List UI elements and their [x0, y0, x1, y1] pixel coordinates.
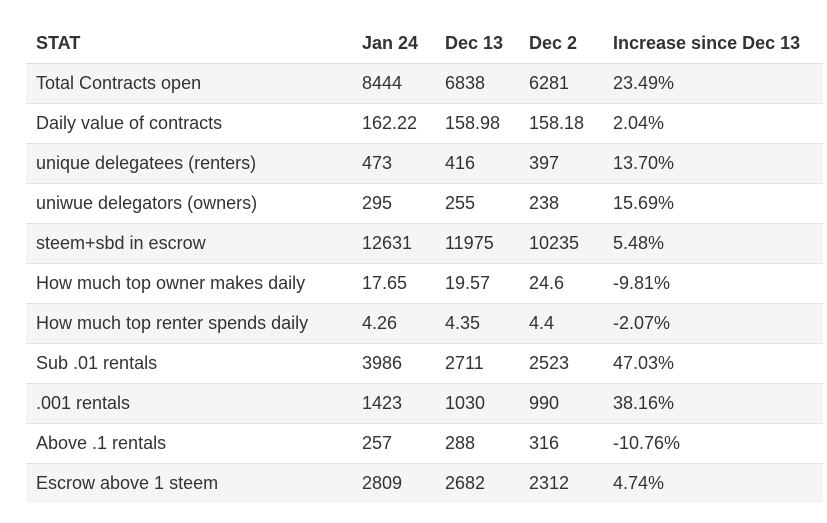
- table-header: STAT Jan 24 Dec 13 Dec 2 Increase since …: [26, 24, 823, 64]
- header-dec-2: Dec 2: [519, 24, 603, 64]
- cell-dec-2: 397: [519, 143, 603, 184]
- cell-increase: -10.76%: [603, 423, 823, 464]
- cell-dec-2: 2523: [519, 343, 603, 384]
- cell-jan-24: 8444: [352, 63, 435, 104]
- header-stat: STAT: [26, 24, 352, 64]
- cell-jan-24: 257: [352, 423, 435, 464]
- cell-dec-2: 6281: [519, 63, 603, 104]
- cell-dec-13: 19.57: [435, 263, 519, 304]
- header-row: STAT Jan 24 Dec 13 Dec 2 Increase since …: [26, 24, 823, 64]
- table-row: How much top renter spends daily 4.26 4.…: [26, 303, 823, 344]
- cell-stat: How much top renter spends daily: [26, 303, 352, 344]
- table-body: Total Contracts open 8444 6838 6281 23.4…: [26, 63, 823, 503]
- cell-jan-24: 295: [352, 183, 435, 224]
- stats-table: STAT Jan 24 Dec 13 Dec 2 Increase since …: [26, 24, 823, 503]
- cell-dec-2: 158.18: [519, 103, 603, 144]
- cell-jan-24: 162.22: [352, 103, 435, 144]
- cell-jan-24: 1423: [352, 383, 435, 424]
- cell-increase: 5.48%: [603, 223, 823, 264]
- cell-dec-2: 10235: [519, 223, 603, 264]
- cell-dec-2: 4.4: [519, 303, 603, 344]
- table-row: .001 rentals 1423 1030 990 38.16%: [26, 383, 823, 424]
- cell-dec-13: 288: [435, 423, 519, 464]
- header-increase: Increase since Dec 13: [603, 24, 823, 64]
- cell-dec-2: 990: [519, 383, 603, 424]
- table-row: unique delegatees (renters) 473 416 397 …: [26, 143, 823, 184]
- cell-stat: Total Contracts open: [26, 63, 352, 104]
- cell-dec-13: 1030: [435, 383, 519, 424]
- table-row: Escrow above 1 steem 2809 2682 2312 4.74…: [26, 463, 823, 503]
- table-row: How much top owner makes daily 17.65 19.…: [26, 263, 823, 304]
- cell-dec-13: 158.98: [435, 103, 519, 144]
- cell-jan-24: 4.26: [352, 303, 435, 344]
- cell-stat: Sub .01 rentals: [26, 343, 352, 384]
- header-dec-13: Dec 13: [435, 24, 519, 64]
- cell-stat: unique delegatees (renters): [26, 143, 352, 184]
- cell-increase: 23.49%: [603, 63, 823, 104]
- cell-dec-2: 316: [519, 423, 603, 464]
- cell-stat: Escrow above 1 steem: [26, 463, 352, 503]
- cell-increase: 4.74%: [603, 463, 823, 503]
- cell-jan-24: 2809: [352, 463, 435, 503]
- cell-jan-24: 12631: [352, 223, 435, 264]
- table-row: Sub .01 rentals 3986 2711 2523 47.03%: [26, 343, 823, 384]
- cell-dec-13: 2711: [435, 343, 519, 384]
- table-row: uniwue delegators (owners) 295 255 238 1…: [26, 183, 823, 224]
- cell-increase: 38.16%: [603, 383, 823, 424]
- cell-increase: 47.03%: [603, 343, 823, 384]
- table-row: Total Contracts open 8444 6838 6281 23.4…: [26, 63, 823, 104]
- cell-stat: How much top owner makes daily: [26, 263, 352, 304]
- cell-jan-24: 17.65: [352, 263, 435, 304]
- cell-dec-13: 255: [435, 183, 519, 224]
- cell-stat: Daily value of contracts: [26, 103, 352, 144]
- cell-increase: 15.69%: [603, 183, 823, 224]
- cell-increase: -9.81%: [603, 263, 823, 304]
- cell-stat: .001 rentals: [26, 383, 352, 424]
- header-jan-24: Jan 24: [352, 24, 435, 64]
- cell-dec-13: 11975: [435, 223, 519, 264]
- cell-dec-13: 416: [435, 143, 519, 184]
- table-row: Daily value of contracts 162.22 158.98 1…: [26, 103, 823, 144]
- cell-jan-24: 3986: [352, 343, 435, 384]
- cell-increase: 13.70%: [603, 143, 823, 184]
- table-row: Above .1 rentals 257 288 316 -10.76%: [26, 423, 823, 464]
- cell-increase: 2.04%: [603, 103, 823, 144]
- cell-jan-24: 473: [352, 143, 435, 184]
- cell-dec-2: 238: [519, 183, 603, 224]
- cell-stat: uniwue delegators (owners): [26, 183, 352, 224]
- cell-dec-2: 2312: [519, 463, 603, 503]
- cell-increase: -2.07%: [603, 303, 823, 344]
- cell-dec-13: 4.35: [435, 303, 519, 344]
- table-row: steem+sbd in escrow 12631 11975 10235 5.…: [26, 223, 823, 264]
- cell-stat: steem+sbd in escrow: [26, 223, 352, 264]
- cell-dec-2: 24.6: [519, 263, 603, 304]
- cell-dec-13: 6838: [435, 63, 519, 104]
- cell-dec-13: 2682: [435, 463, 519, 503]
- cell-stat: Above .1 rentals: [26, 423, 352, 464]
